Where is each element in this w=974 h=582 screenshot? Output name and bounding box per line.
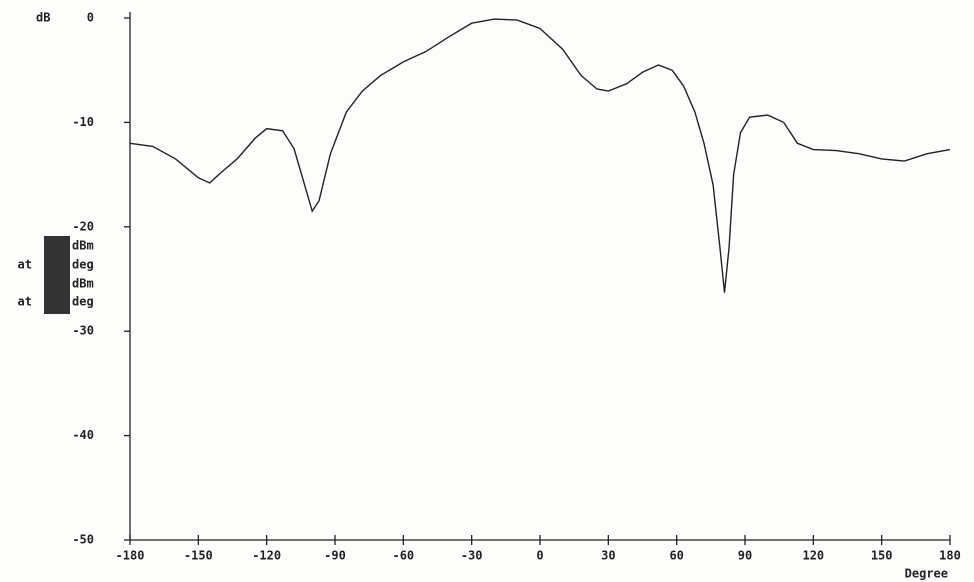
x-tick-label: -60 [392,549,414,563]
x-tick-label: -180 [116,549,145,563]
y-tick-label: -10 [72,115,94,129]
x-tick-label: -120 [252,549,281,563]
y-tick-label: -30 [72,324,94,338]
x-tick-label: 60 [669,549,683,563]
x-tick-label: 30 [601,549,615,563]
line-series [129,18,951,293]
readout-text: deg [72,295,94,309]
readout-text: deg [72,258,94,272]
x-axis-label: Degree [905,567,948,581]
y-axis-label: dB [36,11,50,25]
x-tick-label: 90 [738,549,752,563]
x-tick-label: 180 [939,549,961,563]
readout-text: at [18,295,32,309]
readout-box [44,236,70,314]
x-tick-label: -30 [461,549,483,563]
readout-text: dBm [72,239,94,253]
x-tick-label: -90 [324,549,346,563]
y-tick-label: -40 [72,428,94,442]
readout-text: dBm [72,277,94,291]
x-tick-label: 120 [802,549,824,563]
x-tick-label: 0 [536,549,543,563]
y-tick-label: -20 [72,219,94,233]
y-tick-label: -50 [72,533,94,547]
x-tick-label: 150 [871,549,893,563]
y-tick-label: 0 [87,11,94,25]
x-tick-label: -150 [184,549,213,563]
readout-text: at [18,258,32,272]
